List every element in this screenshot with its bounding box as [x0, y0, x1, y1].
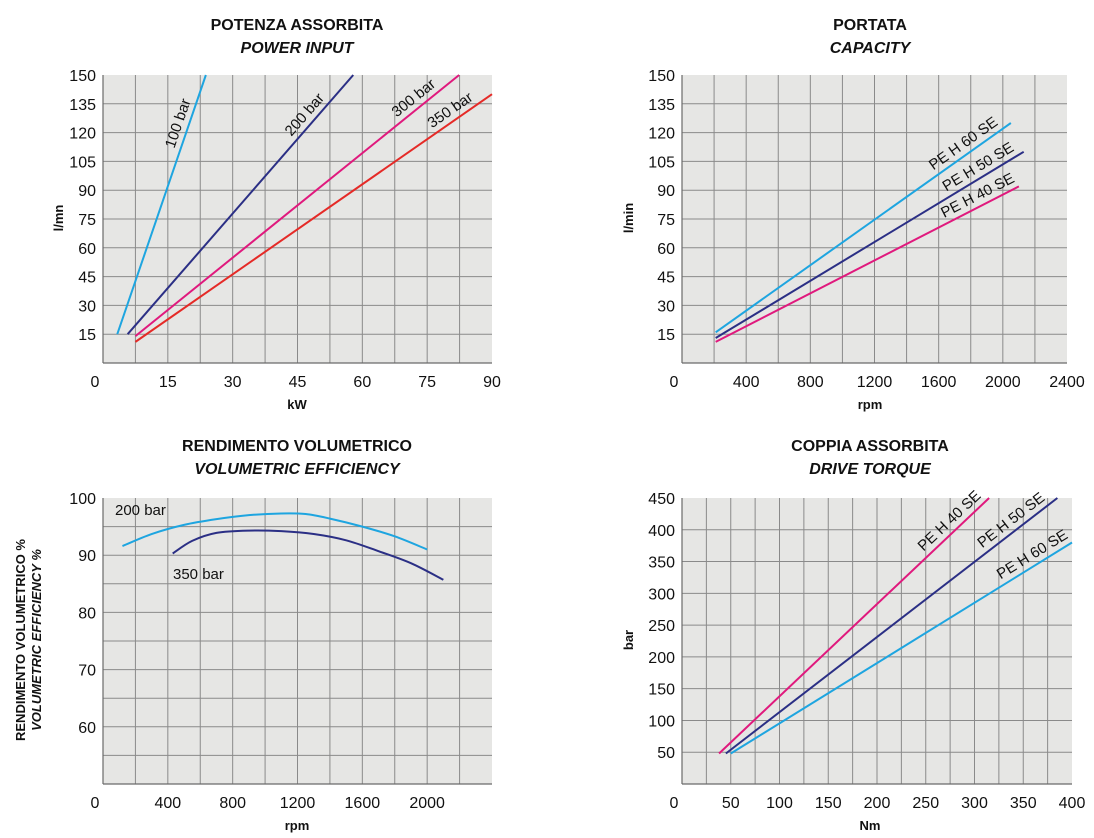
x-tick-label: 400: [154, 795, 181, 812]
series-line-2: [172, 529, 444, 581]
x-tick-label: 50: [722, 795, 740, 812]
y-tick-label: 90: [657, 183, 675, 200]
x-tick-label: 90: [483, 374, 501, 391]
series-line-1: [122, 512, 428, 551]
y-axis-label: bar: [621, 630, 636, 650]
y-tick-label: 50: [657, 745, 675, 762]
chart-2: PORTATA CAPACITY 0 400 800 1200 1600 2000 2400 15…: [621, 17, 1085, 412]
x-tick-label: 400: [733, 374, 760, 391]
x-tick-label: 0: [91, 374, 100, 391]
x-axis-label: rpm: [285, 818, 310, 833]
y-tick-label: 300: [648, 586, 675, 603]
y-tick-label: 60: [78, 241, 96, 258]
y-axis-label-secondary: VOLUMETRIC EFFICIENCY %: [29, 549, 44, 731]
x-tick-label: 0: [670, 374, 679, 391]
chart-4: COPPIA ASSORBITA DRIVE TORQUE 0 50 100 150 200…: [621, 438, 1085, 833]
x-tick-label: 2000: [985, 374, 1021, 391]
y-tick-label: 90: [78, 183, 96, 200]
x-tick-label: 400: [1059, 795, 1086, 812]
chart-3: RENDIMENTO VOLUMETRICO VOLUMETRIC EFFICIE…: [13, 438, 492, 833]
y-tick-label: 15: [78, 327, 96, 344]
y-tick-label: 100: [69, 491, 96, 508]
x-tick-label: 350: [1010, 795, 1037, 812]
x-tick-label: 45: [289, 374, 307, 391]
x-tick-label: 250: [912, 795, 939, 812]
chart-subtitle: POWER INPUT: [241, 40, 355, 57]
y-tick-label: 105: [648, 154, 675, 171]
y-tick-label: 60: [78, 720, 96, 737]
x-tick-label: 60: [353, 374, 371, 391]
y-tick-label: 250: [648, 618, 675, 635]
series-line-3: [730, 541, 1073, 755]
y-tick-label: 30: [657, 298, 675, 315]
y-tick-label: 100: [648, 713, 675, 730]
y-tick-label: 400: [648, 523, 675, 540]
y-tick-label: 120: [648, 126, 675, 143]
x-tick-label: 1600: [345, 795, 381, 812]
series-line-2: [126, 74, 355, 335]
series-line-2: [715, 150, 1025, 339]
x-tick-label: 800: [219, 795, 246, 812]
y-axis-label: l/min: [621, 203, 636, 233]
y-axis-label: RENDIMENTO VOLUMETRICO %: [13, 539, 28, 741]
chart-title: POTENZA ASSORBITA: [211, 17, 384, 34]
series-line-1: [116, 74, 207, 335]
x-tick-label: 1600: [921, 374, 957, 391]
x-tick-label: 0: [670, 795, 679, 812]
x-axis-label: Nm: [860, 818, 881, 833]
x-tick-label: 2400: [1049, 374, 1085, 391]
x-tick-label: 15: [159, 374, 177, 391]
y-tick-label: 15: [657, 327, 675, 344]
y-tick-label: 135: [69, 97, 96, 114]
y-tick-label: 45: [78, 270, 96, 287]
chart-title: RENDIMENTO VOLUMETRICO: [182, 438, 412, 455]
x-axis-label: kW: [287, 397, 307, 412]
series-line-3: [134, 74, 460, 337]
x-tick-label: 1200: [857, 374, 893, 391]
series-label: 350 bar: [173, 566, 224, 583]
chart-subtitle: VOLUMETRIC EFFICIENCY: [194, 461, 401, 478]
y-tick-label: 45: [657, 270, 675, 287]
series-line-3: [715, 185, 1020, 343]
y-axis-label: l/mn: [51, 205, 66, 232]
series-label: 200 bar: [115, 502, 166, 519]
x-tick-label: 150: [815, 795, 842, 812]
y-tick-label: 30: [78, 298, 96, 315]
y-tick-label: 150: [69, 68, 96, 85]
y-tick-label: 75: [78, 212, 96, 229]
x-tick-label: 300: [961, 795, 988, 812]
y-tick-label: 350: [648, 555, 675, 572]
y-tick-label: 450: [648, 491, 675, 508]
series-line-1: [715, 122, 1012, 334]
series-line-1: [718, 497, 990, 755]
x-tick-label: 100: [766, 795, 793, 812]
x-tick-label: 1200: [280, 795, 316, 812]
y-tick-label: 70: [78, 663, 96, 680]
x-tick-label: 800: [797, 374, 824, 391]
y-tick-label: 150: [648, 682, 675, 699]
y-tick-label: 105: [69, 154, 96, 171]
y-tick-label: 200: [648, 650, 675, 667]
x-axis-label: rpm: [858, 397, 883, 412]
chart-title: COPPIA ASSORBITA: [791, 438, 949, 455]
x-tick-label: 75: [418, 374, 436, 391]
y-tick-label: 80: [78, 605, 96, 622]
chart-1: POTENZA ASSORBITA POWER INPUT 0 15 30 45 60 75 9…: [51, 17, 501, 412]
y-tick-label: 150: [648, 68, 675, 85]
x-tick-label: 0: [91, 795, 100, 812]
y-tick-label: 60: [657, 241, 675, 258]
series-line-4: [134, 93, 493, 343]
y-tick-label: 120: [69, 126, 96, 143]
chart-subtitle: DRIVE TORQUE: [809, 461, 932, 478]
chart-subtitle: CAPACITY: [830, 40, 912, 57]
y-tick-label: 75: [657, 212, 675, 229]
y-tick-label: 135: [648, 97, 675, 114]
x-tick-label: 200: [864, 795, 891, 812]
x-tick-label: 30: [224, 374, 242, 391]
chart-title: PORTATA: [833, 17, 907, 34]
series-line-2: [725, 497, 1058, 755]
y-tick-label: 90: [78, 548, 96, 565]
x-tick-label: 2000: [409, 795, 445, 812]
